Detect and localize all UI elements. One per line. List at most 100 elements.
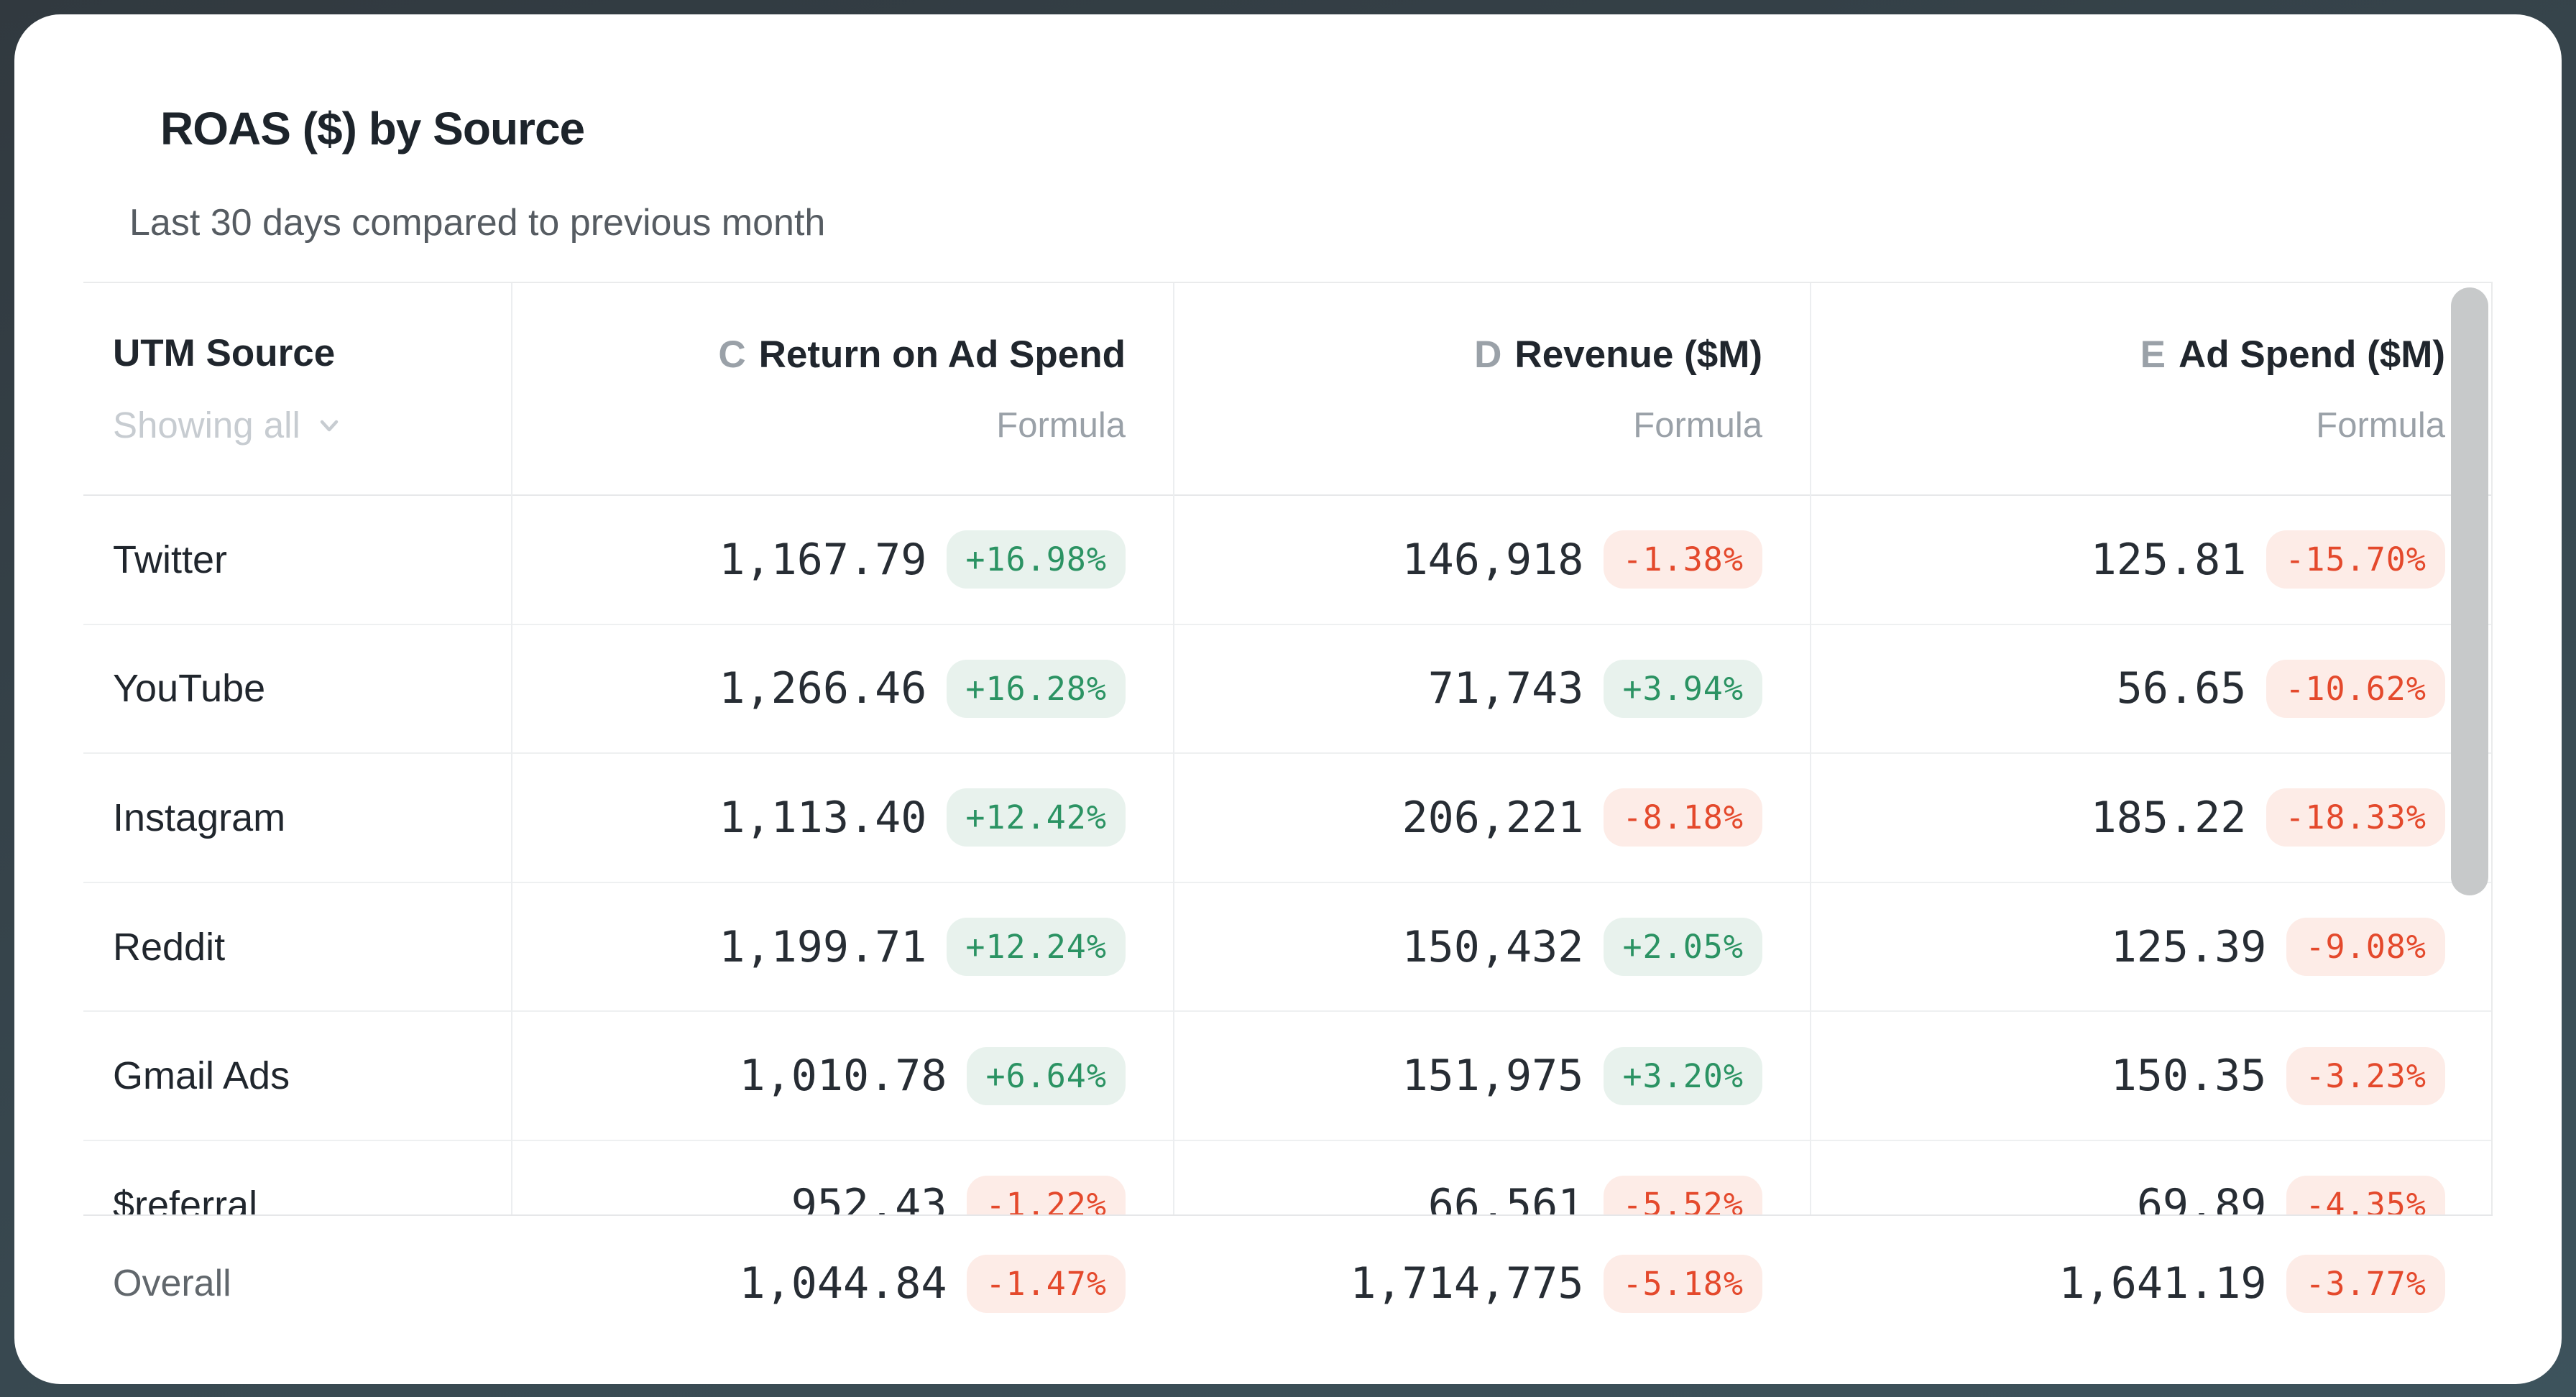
row-source-label: Gmail Ads [113, 1054, 290, 1098]
metric-value: 1,714,775 [1350, 1258, 1584, 1309]
table-row: YouTube 1,266.46 +16.28% 71,743 +3.94% 5… [83, 625, 2491, 755]
roas-cell: 1,266.46 +16.28% [511, 625, 1173, 753]
metric-value: 125.39 [2110, 921, 2267, 972]
delta-badge: +16.28% [947, 659, 1126, 718]
table-row: Gmail Ads 1,010.78 +6.64% 151,975 +3.20%… [83, 1012, 2491, 1141]
table-row: Reddit 1,199.71 +12.24% 150,432 +2.05% 1… [83, 883, 2491, 1013]
column-letter: E [2140, 333, 2166, 376]
column-divider [1173, 283, 1174, 1214]
delta-badge: -1.38% [1604, 530, 1762, 589]
delta-badge: -4.35% [2286, 1176, 2445, 1214]
ad-spend-cell: 56.65 -10.62% [1810, 625, 2491, 753]
metric-value: 146,918 [1402, 534, 1584, 585]
revenue-cell: 151,975 +3.20% [1173, 1012, 1810, 1140]
column-letter: C [718, 333, 746, 376]
revenue-cell: 150,432 +2.05% [1173, 883, 1810, 1011]
header-utm-source: UTM Source Showing all [83, 283, 511, 494]
column-label: Return on Ad Spend [758, 333, 1126, 376]
metric-value: 125.81 [2090, 534, 2247, 585]
metric-value: 1,641.19 [2058, 1258, 2267, 1309]
ad-spend-cell: 69.89 -4.35% [1810, 1141, 2491, 1214]
card-title: ROAS ($) by Source [160, 103, 585, 155]
delta-badge: +3.20% [1604, 1046, 1762, 1105]
metric-value: 1,199.71 [719, 921, 927, 972]
header-return-on-ad-spend: C Return on Ad Spend Formula [511, 283, 1173, 494]
table-body: Twitter 1,167.79 +16.98% 146,918 -1.38% … [83, 496, 2491, 1214]
metric-value: 1,113.40 [719, 792, 927, 843]
header-ad-spend: E Ad Spend ($M) Formula [1810, 283, 2493, 494]
delta-badge: -5.18% [1604, 1254, 1762, 1313]
roas-cell: 1,199.71 +12.24% [511, 883, 1173, 1011]
table-row: $referral 952.43 -1.22% 66,561 -5.52% 69… [83, 1141, 2491, 1214]
column-label: Ad Spend ($M) [2179, 333, 2445, 376]
revenue-cell: 146,918 -1.38% [1173, 496, 1810, 624]
table-header: UTM Source Showing all C Return on Ad Spe… [83, 283, 2491, 496]
delta-badge: +3.94% [1604, 659, 1762, 718]
roas-cell: 1,167.79 +16.98% [511, 496, 1173, 624]
metric-value: 56.65 [2116, 663, 2247, 714]
column-formula-label: Formula [996, 405, 1126, 445]
column-divider [511, 283, 512, 1214]
ad-spend-cell: 150.35 -3.23% [1810, 1012, 2491, 1140]
metric-value: 1,167.79 [719, 534, 927, 585]
metric-value: 1,266.46 [719, 663, 927, 714]
delta-badge: -3.23% [2286, 1046, 2445, 1105]
delta-badge: -15.70% [2266, 530, 2445, 589]
source-filter-dropdown[interactable]: Showing all [113, 404, 344, 446]
vertical-scrollbar-thumb[interactable] [2451, 287, 2488, 895]
delta-badge: +16.98% [947, 530, 1126, 589]
utm-source-header-label: UTM Source [113, 332, 336, 374]
delta-badge: +12.42% [947, 788, 1126, 847]
metric-value: 66,561 [1427, 1179, 1584, 1214]
metric-value: 206,221 [1402, 792, 1584, 843]
column-formula-label: Formula [1633, 405, 1762, 445]
delta-badge: -3.77% [2286, 1254, 2445, 1313]
metric-value: 150,432 [1402, 921, 1584, 972]
ad-spend-cell: 125.39 -9.08% [1810, 883, 2491, 1011]
delta-badge: +2.05% [1604, 918, 1762, 977]
row-source-label: Overall [113, 1263, 231, 1304]
roas-cell: 1,113.40 +12.42% [511, 754, 1173, 882]
delta-badge: -8.18% [1604, 788, 1762, 847]
column-formula-label: Formula [2316, 405, 2445, 445]
delta-badge: -1.47% [967, 1254, 1126, 1313]
row-source-label: YouTube [113, 667, 266, 711]
revenue-cell: 1,714,775 -5.18% [1173, 1216, 1810, 1351]
column-divider [1810, 283, 1811, 1214]
roas-cell: 1,044.84 -1.47% [511, 1216, 1173, 1351]
ad-spend-cell: 125.81 -15.70% [1810, 496, 2491, 624]
roas-table: UTM Source Showing all C Return on Ad Spe… [83, 282, 2494, 1351]
metric-value: 1,010.78 [739, 1051, 947, 1102]
metric-value: 71,743 [1427, 663, 1584, 714]
table-footer-row: Overall 1,044.84 -1.47% 1,714,775 -5.18%… [83, 1214, 2493, 1351]
delta-badge: -9.08% [2286, 918, 2445, 977]
card-subtitle: Last 30 days compared to previous month [129, 202, 826, 244]
delta-badge: +6.64% [967, 1046, 1126, 1105]
row-source-label: Instagram [113, 796, 286, 839]
roas-cell: 1,010.78 +6.64% [511, 1012, 1173, 1140]
row-source-label: Reddit [113, 925, 226, 969]
header-revenue: D Revenue ($M) Formula [1173, 283, 1810, 494]
delta-badge: -18.33% [2266, 788, 2445, 847]
ad-spend-cell: 185.22 -18.33% [1810, 754, 2491, 882]
row-source-label: Twitter [113, 538, 228, 581]
ad-spend-cell: 1,641.19 -3.77% [1810, 1216, 2493, 1351]
metric-value: 185.22 [2090, 792, 2247, 843]
chevron-down-icon [320, 420, 339, 431]
table-row: Instagram 1,113.40 +12.42% 206,221 -8.18… [83, 754, 2491, 883]
table-scroll-area: UTM Source Showing all C Return on Ad Spe… [83, 282, 2493, 1214]
roas-card: ROAS ($) by Source Last 30 days compared… [14, 14, 2562, 1384]
metric-value: 1,044.84 [739, 1258, 947, 1309]
column-label: Revenue ($M) [1514, 333, 1762, 376]
delta-badge: -5.52% [1604, 1176, 1762, 1214]
revenue-cell: 206,221 -8.18% [1173, 754, 1810, 882]
delta-badge: +12.24% [947, 918, 1126, 977]
row-source-label: $referral [113, 1183, 258, 1214]
delta-badge: -1.22% [967, 1176, 1126, 1214]
roas-cell: 952.43 -1.22% [511, 1141, 1173, 1214]
revenue-cell: 66,561 -5.52% [1173, 1141, 1810, 1214]
source-filter-label: Showing all [113, 405, 300, 446]
table-row: Twitter 1,167.79 +16.98% 146,918 -1.38% … [83, 496, 2491, 625]
metric-value: 69.89 [2136, 1179, 2267, 1214]
metric-value: 150.35 [2110, 1051, 2267, 1102]
